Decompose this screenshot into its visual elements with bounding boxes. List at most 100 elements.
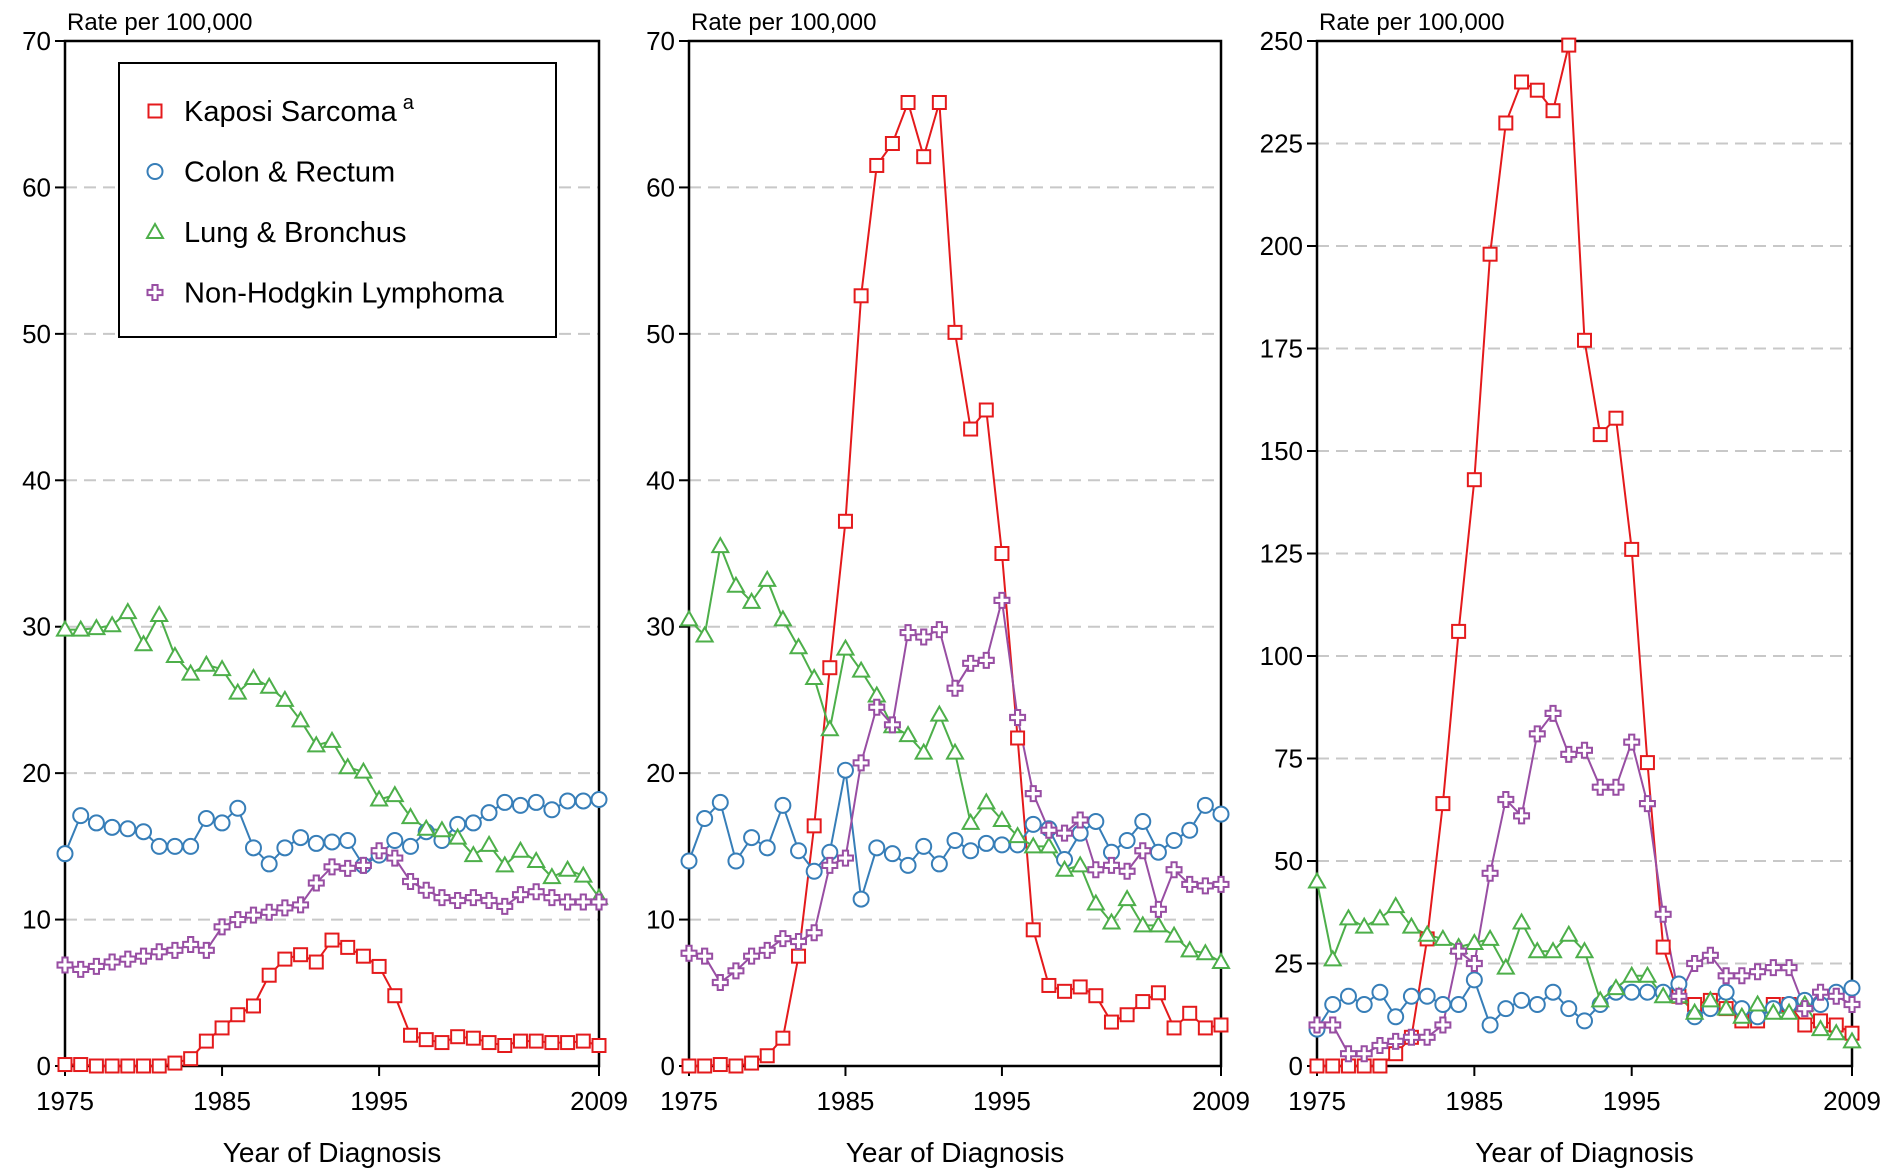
y-axis-label: Rate per 100,000 bbox=[1319, 9, 1504, 36]
y-tick-label: 30 bbox=[646, 612, 675, 642]
marker bbox=[1024, 815, 1042, 833]
marker bbox=[1355, 1045, 1373, 1063]
marker bbox=[1211, 952, 1231, 970]
marker bbox=[120, 1058, 136, 1074]
marker bbox=[758, 941, 776, 959]
y-tick-label: 50 bbox=[1274, 846, 1303, 876]
marker bbox=[339, 832, 357, 849]
marker bbox=[1338, 908, 1359, 926]
marker bbox=[402, 837, 420, 855]
marker bbox=[1196, 877, 1214, 895]
marker bbox=[559, 792, 577, 810]
marker bbox=[479, 834, 499, 852]
marker bbox=[1086, 893, 1106, 911]
marker bbox=[1023, 836, 1043, 854]
marker bbox=[915, 837, 933, 855]
marker bbox=[1465, 971, 1483, 989]
marker bbox=[1465, 955, 1483, 972]
marker bbox=[869, 157, 885, 173]
marker bbox=[1545, 103, 1561, 119]
marker bbox=[103, 953, 121, 971]
x-tick-label: 1995 bbox=[973, 1086, 1031, 1116]
marker bbox=[976, 792, 997, 810]
marker bbox=[868, 839, 886, 857]
marker bbox=[481, 1035, 497, 1051]
marker bbox=[196, 654, 217, 672]
marker bbox=[1402, 987, 1420, 1005]
marker bbox=[1325, 1058, 1341, 1074]
marker bbox=[1655, 939, 1671, 955]
marker bbox=[853, 288, 869, 304]
marker bbox=[915, 628, 933, 646]
marker bbox=[56, 845, 74, 863]
marker bbox=[1654, 905, 1672, 923]
marker bbox=[1717, 983, 1735, 1001]
marker bbox=[244, 839, 262, 857]
y-tick-label: 225 bbox=[1260, 129, 1303, 159]
marker bbox=[1451, 623, 1467, 639]
marker bbox=[543, 801, 561, 819]
legend-label: Non-Hodgkin Lymphoma bbox=[184, 278, 505, 310]
legend-marker bbox=[145, 221, 165, 239]
marker bbox=[727, 852, 745, 870]
marker bbox=[1842, 1031, 1862, 1049]
marker bbox=[899, 624, 917, 642]
marker bbox=[790, 933, 808, 951]
marker bbox=[150, 943, 168, 961]
marker bbox=[679, 609, 699, 627]
y-tick-label: 20 bbox=[646, 758, 675, 788]
marker bbox=[1481, 1016, 1499, 1034]
marker bbox=[946, 832, 964, 849]
y-tick-label: 40 bbox=[22, 465, 51, 495]
marker bbox=[1577, 332, 1592, 348]
y-tick-label: 175 bbox=[1260, 334, 1303, 364]
marker bbox=[1543, 941, 1563, 959]
marker bbox=[835, 638, 856, 656]
marker bbox=[213, 918, 231, 936]
marker bbox=[1763, 1002, 1784, 1020]
marker bbox=[544, 1035, 560, 1051]
marker bbox=[527, 793, 545, 811]
marker bbox=[340, 939, 356, 955]
marker bbox=[1195, 943, 1216, 961]
legend-label: Lung & Bronchus bbox=[184, 217, 406, 249]
marker bbox=[88, 1058, 104, 1074]
marker bbox=[245, 998, 261, 1014]
marker bbox=[1417, 924, 1437, 942]
marker bbox=[133, 634, 154, 652]
marker bbox=[744, 1055, 760, 1071]
marker bbox=[55, 619, 75, 637]
marker bbox=[151, 1058, 167, 1074]
marker bbox=[260, 903, 278, 921]
marker bbox=[1528, 725, 1546, 743]
marker bbox=[696, 810, 714, 828]
marker bbox=[1039, 836, 1059, 854]
plot-frame bbox=[1315, 39, 1854, 1068]
marker bbox=[1040, 821, 1058, 839]
marker bbox=[306, 735, 327, 753]
marker bbox=[759, 1048, 775, 1064]
y-tick-label: 60 bbox=[22, 172, 51, 202]
x-tick-label: 1985 bbox=[1445, 1086, 1503, 1116]
x-tick-label: 1985 bbox=[817, 1086, 875, 1116]
marker bbox=[1623, 983, 1641, 1001]
marker bbox=[70, 619, 91, 637]
marker bbox=[1498, 115, 1514, 131]
marker bbox=[119, 950, 137, 968]
x-tick-label: 2009 bbox=[570, 1086, 628, 1116]
marker bbox=[1607, 778, 1625, 796]
marker bbox=[1041, 977, 1057, 993]
marker bbox=[230, 1007, 246, 1023]
marker bbox=[293, 947, 309, 963]
marker bbox=[308, 954, 324, 970]
marker bbox=[433, 889, 451, 907]
marker bbox=[913, 742, 934, 760]
marker bbox=[1527, 941, 1548, 959]
y-tick-label: 0 bbox=[1289, 1051, 1303, 1081]
marker bbox=[1511, 912, 1532, 930]
marker bbox=[1087, 812, 1105, 830]
marker bbox=[1464, 932, 1485, 950]
marker bbox=[103, 818, 121, 836]
marker bbox=[353, 761, 374, 779]
marker bbox=[1733, 967, 1751, 985]
